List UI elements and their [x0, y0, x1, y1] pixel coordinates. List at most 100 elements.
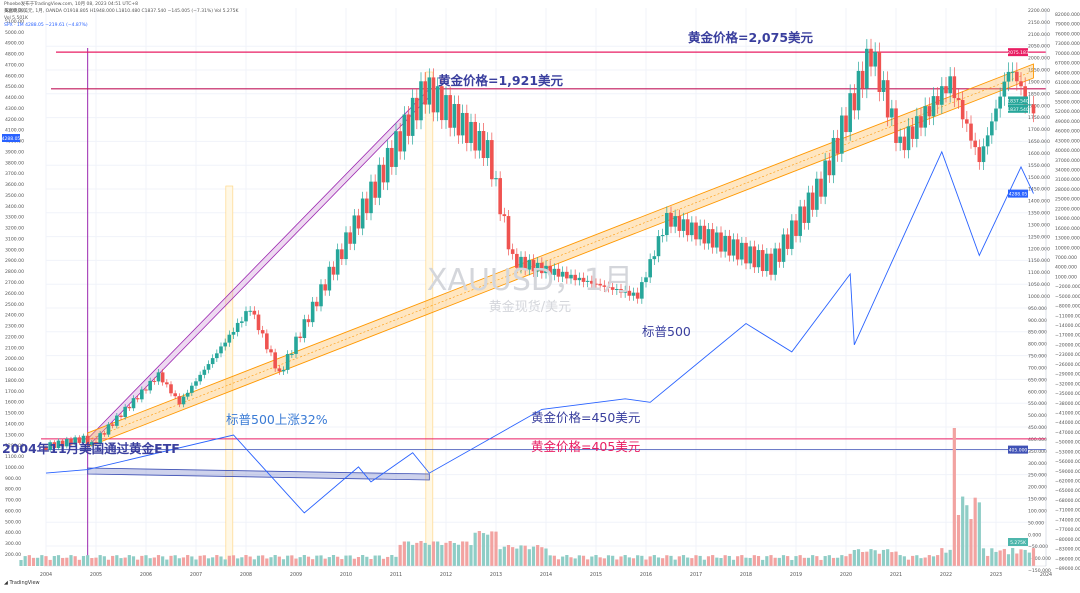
candle-body — [190, 385, 194, 393]
label-etf-event: 2004年11月美国通过黄金ETF — [2, 441, 180, 456]
right-axis-gold-tick: 1350.000 — [1028, 211, 1050, 217]
candle-body — [381, 164, 386, 183]
volume-bar — [244, 555, 248, 566]
right-axis-volume-tick: 79000.000 — [1055, 22, 1080, 28]
volume-bar — [961, 496, 965, 566]
candle-body — [835, 137, 840, 154]
candle-body — [585, 280, 590, 282]
right-axis-gold-tick: 950.000 — [1028, 306, 1047, 312]
right-axis-volume-tick: 73000.000 — [1055, 41, 1080, 47]
candle-body — [423, 81, 427, 105]
volume-bar — [773, 557, 777, 566]
volume-bar — [452, 542, 456, 566]
right-axis-gold-tick: 200.000 — [1028, 485, 1047, 491]
volume-bar — [723, 555, 727, 566]
right-axis-gold-tick: 1700.000 — [1028, 127, 1050, 133]
candle-body — [840, 115, 844, 154]
right-axis-volume-tick: 13000.000 — [1055, 236, 1080, 242]
volume-bar — [669, 555, 673, 566]
volume-bar — [986, 555, 990, 566]
candle-body — [881, 80, 886, 92]
candle-body — [594, 283, 598, 285]
candle-body — [681, 219, 686, 231]
candle-body — [215, 353, 219, 359]
volume-bar — [781, 555, 786, 566]
tradingview-logo[interactable]: ◢ TradingView — [4, 580, 40, 586]
candle-body — [994, 108, 998, 122]
right-axis-gold-tick: 1550.000 — [1028, 163, 1050, 169]
candle-body — [102, 433, 107, 435]
right-axis-volume-tick: −11000.000 — [1055, 313, 1080, 319]
candle-body — [265, 333, 269, 350]
left-axis-tick: 3700.00 — [5, 171, 24, 177]
right-axis-volume-tick: −80000.000 — [1055, 537, 1080, 543]
volume-bar — [652, 555, 656, 566]
left-axis-tick: 2900.00 — [5, 258, 24, 264]
candle-body — [706, 229, 711, 244]
volume-bar — [631, 558, 636, 566]
label-spx500: 标普500 — [642, 324, 691, 339]
label-gold-450: 黄金价格=450美元 — [531, 410, 641, 425]
candle-body — [527, 259, 532, 270]
candle-body — [390, 147, 394, 167]
candle-body — [231, 331, 236, 335]
right-axis-volume-tick: −59000.000 — [1055, 469, 1080, 475]
volume-bar — [111, 555, 115, 566]
volume-bar — [77, 559, 81, 566]
volume-bar — [569, 557, 573, 566]
right-axis-gold-tick: −150.000 — [1028, 568, 1051, 574]
volume-bar — [990, 548, 994, 566]
header-publish-line: Phoebe发布于TradingView.com, 10月 08, 2023 0… — [4, 2, 138, 7]
volume-bar — [394, 556, 398, 566]
volume-bar — [677, 556, 681, 566]
candle-body — [315, 301, 319, 307]
volume-bar — [915, 555, 919, 566]
candle-body — [440, 86, 444, 121]
candle-body — [910, 126, 915, 139]
right-axis-gold-tick: 0.000 — [1028, 532, 1041, 538]
left-axis-tick: 4600.00 — [5, 73, 24, 79]
volume-bar — [740, 555, 744, 566]
candle-body — [535, 262, 540, 272]
volume-bar — [215, 555, 219, 566]
volume-bar — [581, 555, 586, 566]
candle-body — [498, 178, 502, 215]
volume-bar — [327, 557, 331, 566]
right-axis-volume-tick: 16000.000 — [1055, 226, 1080, 232]
volume-bar — [181, 557, 186, 566]
candle-body — [485, 140, 490, 159]
candle-body — [890, 108, 894, 118]
candle-body — [444, 95, 448, 121]
right-axis-volume-tick: 7000.000 — [1055, 255, 1077, 261]
candle-body — [194, 381, 198, 386]
candle-body — [940, 86, 944, 105]
candle-body — [244, 311, 248, 322]
candle-body — [85, 435, 90, 445]
right-axis-volume-tick: −38000.000 — [1055, 401, 1080, 407]
candle-body — [819, 178, 823, 197]
candle-body — [869, 48, 873, 67]
candle-body — [723, 235, 727, 252]
candle-body — [865, 48, 869, 89]
candle-body — [69, 438, 73, 445]
volume-bar — [931, 556, 936, 566]
volume-bar — [998, 550, 1002, 566]
volume-bar — [23, 556, 27, 566]
candle-body — [369, 181, 373, 214]
volume-bar — [852, 549, 856, 566]
candle-body — [756, 250, 761, 268]
volume-bar — [169, 555, 173, 566]
right-axis-volume-tick: −62000.000 — [1055, 479, 1080, 485]
candle-body — [206, 364, 211, 370]
volume-bar — [490, 531, 494, 566]
volume-bar — [440, 544, 444, 566]
volume-bar — [498, 549, 502, 566]
header-symbol-line: 黄金现货/美元, 1月, OANDA O1918.805 H1948.000 L… — [4, 9, 239, 14]
volume-bar — [177, 558, 181, 566]
candle-body — [710, 229, 715, 248]
candle-body — [340, 249, 344, 260]
right-axis-gold-tick: 50.000 — [1028, 520, 1044, 526]
volume-bar — [994, 551, 998, 566]
right-axis-volume-tick: −32000.000 — [1055, 381, 1080, 387]
